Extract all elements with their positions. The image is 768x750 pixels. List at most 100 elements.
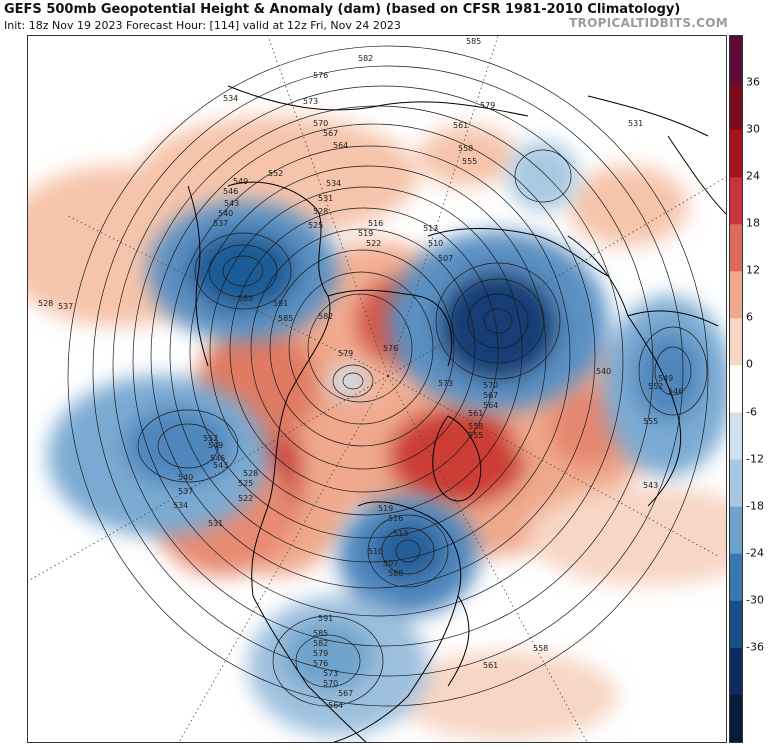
contour-label: 567 — [323, 129, 338, 138]
colorbar-tick-label: 24 — [746, 169, 760, 183]
colorbar-swatch — [730, 553, 742, 602]
contour-label: 576 — [313, 659, 328, 668]
contour-label: 522 — [366, 239, 381, 248]
contour-label: 576 — [313, 71, 328, 80]
colorbar-swatch — [730, 130, 742, 178]
colorbar-swatch — [730, 271, 742, 319]
colorbar-tick-label: 0 — [746, 357, 753, 371]
contour-label: 582 — [318, 312, 333, 321]
colorbar-tick-label: -12 — [746, 452, 764, 466]
contour-label: 549 — [658, 374, 673, 383]
colorbar-swatch — [730, 224, 742, 272]
contour-label: 528 — [38, 299, 53, 308]
contour-label: 555 — [462, 157, 477, 166]
map-canvas: 5855825795765735705675645615585555525495… — [28, 36, 726, 742]
contour-label: 546 — [223, 187, 238, 196]
contour-label: 585 — [313, 629, 328, 638]
colorbar-swatch — [730, 83, 742, 131]
chart-subtitle: Init: 18z Nov 19 2023 Forecast Hour: [11… — [4, 19, 401, 32]
colorbar-tick-label: 18 — [746, 216, 760, 230]
contour-label: 513 — [423, 224, 438, 233]
contour-label: 537 — [58, 302, 73, 311]
map-panel: 585 582 579 576 573 570 567 564 561 558 555 552 549 5… — [27, 35, 727, 743]
colorbar-tick-label: 36 — [746, 75, 760, 89]
contour-label: 558 — [468, 422, 483, 431]
contour-label: 534 — [173, 501, 188, 510]
contour-label: 558 — [533, 644, 548, 653]
contour-label: 513 — [393, 529, 408, 538]
colorbar — [729, 35, 743, 743]
chart-title: GEFS 500mb Geopotential Height & Anomaly… — [4, 2, 681, 17]
contour-label: 534 — [223, 94, 238, 103]
contour-label: 549 — [233, 177, 248, 186]
contour-label: 546 — [668, 387, 683, 396]
contour-label: 528 — [313, 207, 328, 216]
colorbar-swatch — [730, 506, 742, 555]
colorbar-swatch — [730, 647, 742, 696]
contour-label: 588 — [238, 294, 253, 303]
graticule — [28, 36, 726, 742]
negative-anomaly-shading — [48, 141, 726, 736]
contour-label: 540 — [596, 367, 611, 376]
contour-label: 582 — [358, 54, 373, 63]
contour-label: 543 — [224, 199, 239, 208]
contour-label: 564 — [333, 141, 348, 150]
coastlines — [187, 85, 726, 742]
colorbar-tick-label: -24 — [746, 546, 764, 560]
colorbar-tick-label: 30 — [746, 122, 760, 136]
contour-label: 540 — [218, 209, 233, 218]
contour-label: 552 — [648, 382, 663, 391]
colorbar-swatches — [730, 36, 742, 743]
contour-label: 543 — [213, 461, 228, 470]
contour-label: 552 — [268, 169, 283, 178]
contour-label: 546 — [210, 454, 225, 463]
contour-label: 570 — [313, 119, 328, 128]
contour-label: 531 — [628, 119, 643, 128]
colorbar-tick-label: -18 — [746, 499, 764, 513]
contour-label: 591 — [273, 299, 288, 308]
contour-label: 564 — [483, 401, 498, 410]
contour-label: 537 — [178, 487, 193, 496]
brand-label: TROPICALTIDBITS.COM — [569, 16, 728, 30]
contour-label: 525 — [308, 221, 323, 230]
colorbar-swatch — [730, 459, 742, 508]
contour-label: 522 — [238, 494, 253, 503]
contour-label: 567 — [483, 391, 498, 400]
contour-label: 543 — [643, 481, 658, 490]
contour-label: 519 — [358, 229, 373, 238]
colorbar-tick-label: -36 — [746, 640, 764, 654]
contour-label: 573 — [438, 379, 453, 388]
colorbar-swatch — [730, 412, 742, 461]
contour-label-layer: 5855825795765735705675645615585555525495… — [38, 37, 683, 710]
contour-label: 534 — [326, 179, 341, 188]
contour-label: 510 — [368, 547, 383, 556]
colorbar-swatch — [730, 36, 742, 84]
contour-label: 525 — [238, 479, 253, 488]
colorbar-tick-label: -30 — [746, 593, 764, 607]
contour-label: 555 — [643, 417, 658, 426]
contour-label: 555 — [468, 431, 483, 440]
contour-label: 567 — [338, 689, 353, 698]
colorbar-swatch — [730, 600, 742, 649]
contour-label: 588 — [388, 569, 403, 578]
contour-label: 579 — [480, 101, 495, 110]
colorbar-tick-label: -6 — [746, 405, 757, 419]
colorbar-swatch — [730, 318, 742, 366]
contour-label: 516 — [368, 219, 383, 228]
contour-label: 585 — [466, 37, 481, 46]
contour-label: 531 — [208, 519, 223, 528]
contour-label: 576 — [383, 344, 398, 353]
colorbar-swatch — [730, 177, 742, 225]
contour-label: 537 — [213, 219, 228, 228]
contour-label: 561 — [468, 409, 483, 418]
contour-label: 561 — [453, 121, 468, 130]
contour-label: 531 — [318, 194, 333, 203]
height-contours — [67, 45, 709, 707]
contour-label: 528 — [243, 469, 258, 478]
contour-label: 507 — [438, 254, 453, 263]
contour-label: 582 — [313, 639, 328, 648]
contour-label: 516 — [388, 514, 403, 523]
contour-label: 579 — [313, 649, 328, 658]
contour-label: 573 — [303, 97, 318, 106]
colorbar-swatch — [730, 365, 742, 414]
